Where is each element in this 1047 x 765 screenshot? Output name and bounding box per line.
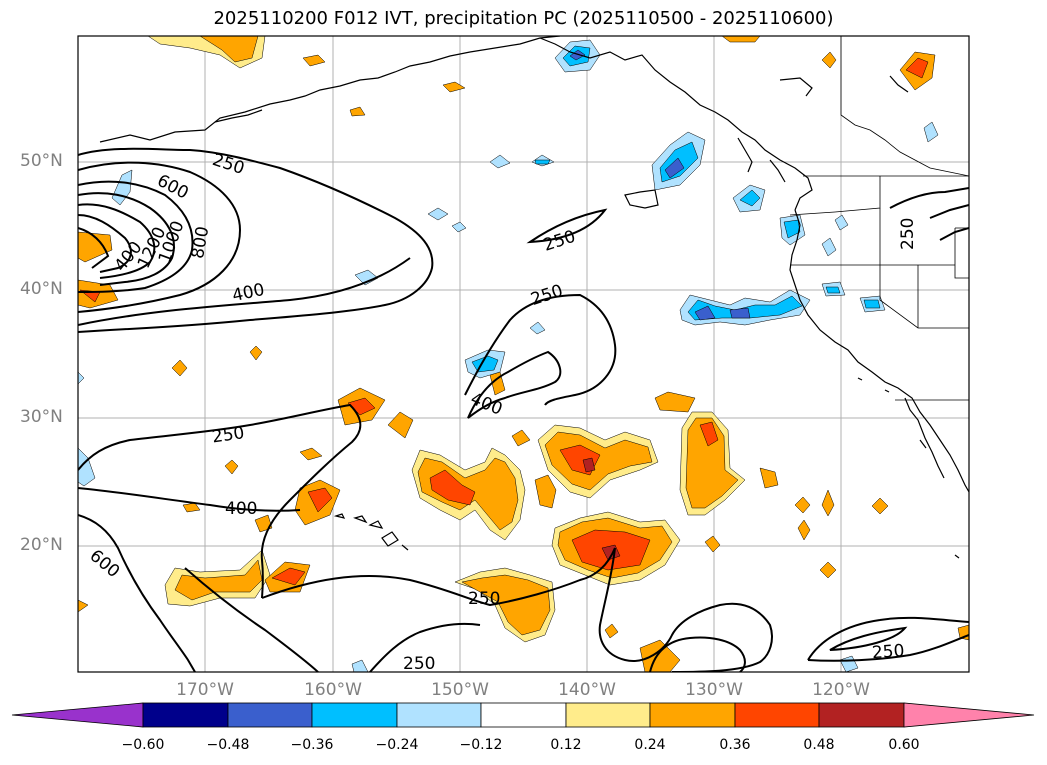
lon-label: 170°W	[176, 680, 234, 700]
colorbar-segment	[311, 702, 398, 728]
colorbar-segment	[480, 702, 567, 728]
contour-label: 250	[871, 641, 905, 663]
colorbar-tick: 0.24	[634, 737, 666, 753]
colorbar-tick: 0.36	[719, 737, 751, 753]
colorbar-segment	[734, 702, 820, 728]
lat-label: 50°N	[20, 151, 63, 171]
lon-label: 160°W	[304, 680, 362, 700]
precip-negative-areas	[78, 39, 939, 672]
lon-label: 120°W	[812, 680, 870, 700]
ivt-contours	[78, 147, 969, 672]
colorbar-segment	[818, 702, 905, 728]
colorbar	[11, 702, 1035, 728]
lon-label: 130°W	[685, 680, 743, 700]
lat-label: 20°N	[20, 535, 63, 555]
colorbar-tick: −0.60	[121, 737, 165, 753]
contour-label: 800	[188, 225, 213, 260]
map-title: 2025110200 F012 IVT, precipitation PC (2…	[213, 8, 834, 29]
contour-label: 600	[154, 171, 192, 204]
contour-label: 250	[211, 423, 246, 447]
map-area: 250 600 400 1200 1000 800 400 250 250 40…	[78, 36, 969, 674]
colorbar-tick: 0.12	[550, 737, 582, 753]
contour-label: 250	[403, 654, 435, 674]
contour-label: 400	[225, 499, 257, 519]
lat-label: 40°N	[20, 279, 63, 299]
colorbar-segment	[565, 702, 651, 728]
colorbar-segment	[396, 702, 482, 728]
colorbar-extend-high	[903, 702, 1035, 728]
colorbar-tick: −0.36	[290, 737, 334, 753]
borders	[789, 36, 969, 401]
lon-label: 150°W	[431, 680, 489, 700]
contour-label: 250	[528, 281, 565, 310]
colorbar-tick: 0.60	[888, 737, 920, 753]
colorbar-tick: 0.48	[803, 737, 835, 753]
precip-positive-areas	[78, 36, 969, 672]
colorbar-tick: −0.48	[206, 737, 250, 753]
contour-label: 600	[86, 546, 124, 582]
contour-label: 250	[898, 218, 918, 250]
lat-label: 30°N	[20, 407, 63, 427]
colorbar-segment	[649, 702, 736, 728]
contour-label: 250	[210, 150, 247, 179]
colorbar-segment	[227, 702, 313, 728]
gridlines	[78, 36, 969, 672]
contour-label: 250	[468, 589, 500, 609]
colorbar-tick: −0.24	[375, 737, 419, 753]
colorbar-segment	[142, 702, 229, 728]
colorbar-extend-low	[11, 702, 144, 728]
map-frame	[77, 35, 970, 673]
colorbar-tick: −0.12	[459, 737, 503, 753]
lon-label: 140°W	[558, 680, 616, 700]
